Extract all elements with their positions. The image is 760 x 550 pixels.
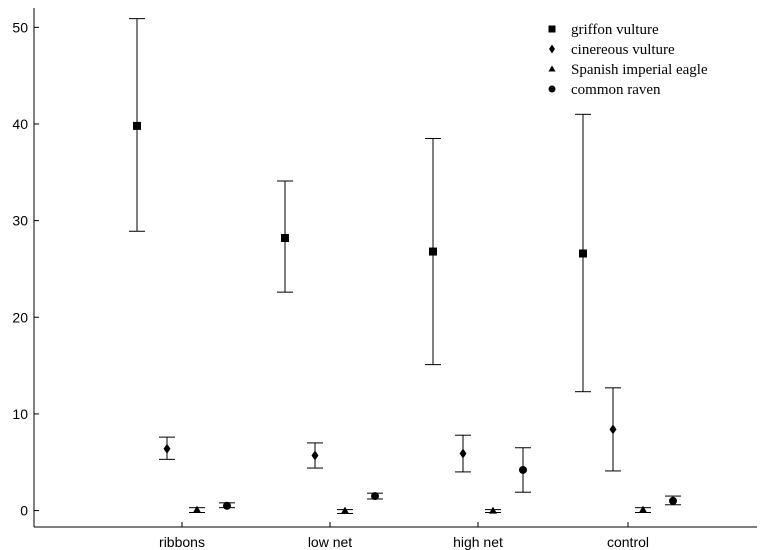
plot-area [129,18,681,514]
data-point [579,249,587,258]
y-tick-label: 20 [12,309,28,325]
axes: 0 10 20 30 40 50 ribbons low net high net control [12,8,757,550]
data-point [609,424,617,435]
x-tick-label: control [607,534,649,550]
data-point [341,506,349,514]
legend-label: Spanish imperial eagle [571,62,708,78]
data-point [459,448,467,459]
data-point [311,450,319,461]
data-point [223,501,231,510]
x-tick-label: ribbons [159,534,205,550]
data-point [193,505,201,513]
data-point [429,247,437,256]
data-point [371,492,379,501]
data-point [639,505,647,513]
legend-marker [549,44,555,54]
y-tick-label: 0 [20,503,28,519]
y-tick-label: 30 [12,213,28,229]
y-tick-label: 10 [12,406,28,422]
data-point [133,121,141,130]
legend: griffon vulture cinereous vulture Spanish … [548,22,708,98]
legend-label: griffon vulture [571,22,659,38]
y-tick-label: 50 [12,19,28,35]
legend-label: cinereous vulture [571,42,675,58]
legend-label: common raven [571,82,661,98]
data-point [489,506,497,514]
data-point [163,443,171,454]
legend-marker [548,65,556,72]
data-point [669,496,677,505]
x-tick-label: low net [308,534,352,550]
y-tick-label: 40 [12,116,28,132]
data-point [281,234,289,243]
legend-marker [548,25,556,33]
data-point [519,465,527,474]
x-tick-label: high net [453,534,503,550]
legend-marker [548,85,556,93]
